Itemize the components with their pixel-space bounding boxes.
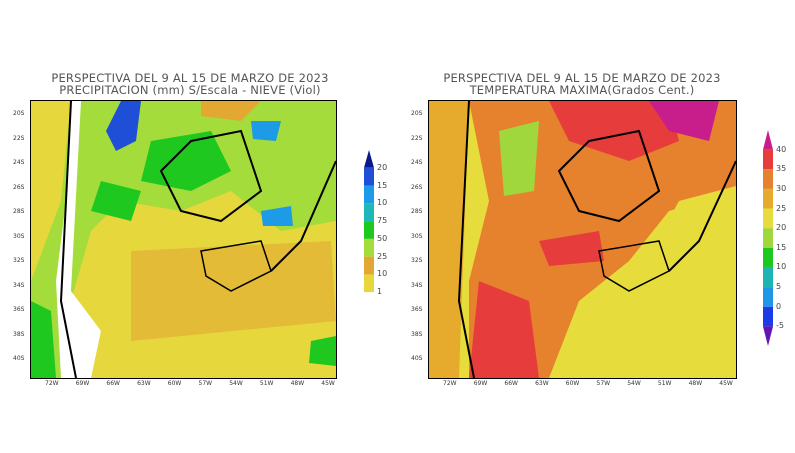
lon-label: 72W — [45, 380, 59, 387]
lat-label: 26S — [411, 183, 423, 191]
title-line2: PRECIPITACION (mm) S/Escala - NIEVE (Vio… — [59, 83, 321, 97]
lat-label: 34S — [411, 281, 423, 289]
colorbar-segment — [364, 292, 374, 310]
lat-label: 34S — [13, 281, 25, 289]
precip-map — [30, 100, 337, 379]
lat-label: 36S — [411, 306, 423, 313]
temperature-map — [428, 100, 737, 379]
colorbar-label: 10 — [377, 269, 388, 279]
lon-label: 57W — [596, 380, 611, 387]
colorbar-label: 20 — [776, 223, 787, 233]
colorbar-label: 20 — [377, 162, 388, 172]
lon-label: 60W — [565, 380, 580, 387]
lon-label: 60W — [167, 380, 182, 387]
colorbar-label: 10 — [377, 198, 388, 208]
lat-label: 22S — [411, 134, 423, 142]
lat-label: 40S — [13, 355, 25, 362]
lat-label: 24S — [13, 159, 25, 166]
lat-label: 36S — [13, 306, 25, 313]
title-line1: PERSPECTIVA DEL 9 AL 15 DE MARZO DE 2023 — [443, 71, 721, 85]
colorbar-segment — [364, 221, 374, 239]
lon-label: 45W — [719, 380, 733, 387]
lon-label: 63W — [535, 380, 549, 387]
colorbar-segment — [763, 326, 773, 346]
colorbar-label: 35 — [776, 164, 787, 174]
lat-label: 40S — [411, 355, 423, 362]
colorbar-segment — [763, 169, 773, 189]
colorbar-label: 10 — [776, 262, 787, 272]
colorbar-segment — [763, 208, 773, 229]
colorbar-segment — [364, 150, 374, 168]
lat-label: 28S — [411, 208, 423, 215]
colorbar-segment — [763, 247, 773, 268]
lon-label: 66W — [504, 380, 518, 387]
lon-label: 48W — [688, 380, 703, 387]
lat-label: 38S — [13, 330, 25, 338]
colorbar-segment — [763, 306, 773, 327]
colorbar-segment — [364, 167, 374, 186]
precip-colorbar — [364, 150, 374, 314]
lon-label: 72W — [443, 380, 457, 387]
lon-label: 54W — [229, 380, 243, 387]
colorbar-label: 0 — [776, 301, 782, 311]
lon-label: 66W — [106, 380, 120, 387]
lat-label: 24S — [411, 159, 423, 166]
lon-label: 69W — [75, 380, 90, 387]
lat-label: 20S — [411, 110, 423, 117]
colorbar-segment — [364, 185, 374, 204]
lat-label: 30S — [13, 232, 25, 240]
lat-label: 28S — [13, 208, 25, 215]
colorbar-label: -5 — [776, 321, 784, 331]
colorbar-label: 40 — [776, 144, 787, 154]
lon-label: 57W — [198, 380, 213, 387]
colorbar-label: 30 — [776, 183, 787, 193]
colorbar-segment — [364, 274, 374, 293]
lon-label: 69W — [473, 380, 488, 387]
lon-label: 45W — [321, 380, 335, 387]
colorbar-label: 50 — [377, 233, 388, 243]
lat-label: 26S — [13, 183, 25, 191]
colorbar-segment — [763, 228, 773, 248]
colorbar-label: 25 — [776, 203, 787, 213]
colorbar-segment — [763, 130, 773, 150]
title-line2: TEMPERATURA MAXIMA(Grados Cent.) — [469, 83, 695, 97]
colorbar-label: 1 — [377, 287, 383, 297]
lon-label: 63W — [137, 380, 151, 387]
temperature-colorbar — [763, 130, 773, 350]
colorbar-label: 15 — [377, 180, 388, 190]
colorbar-segment — [763, 287, 773, 307]
colorbar-label: 5 — [776, 282, 782, 292]
colorbar-segment — [364, 203, 374, 222]
precip-title: PERSPECTIVA DEL 9 AL 15 DE MARZO DE 2023… — [20, 72, 360, 96]
colorbar-segment — [364, 238, 374, 257]
colorbar-segment — [763, 149, 773, 170]
lat-label: 30S — [411, 232, 423, 240]
lon-label: 54W — [627, 380, 641, 387]
lat-label: 20S — [13, 110, 25, 117]
temp-title: PERSPECTIVA DEL 9 AL 15 DE MARZO DE 2023… — [412, 72, 752, 96]
title-line1: PERSPECTIVA DEL 9 AL 15 DE MARZO DE 2023 — [51, 71, 329, 85]
lon-label: 51W — [657, 380, 672, 387]
lat-label: 32S — [13, 257, 25, 264]
colorbar-segment — [763, 188, 773, 209]
lon-label: 51W — [259, 380, 274, 387]
colorbar-segment — [364, 256, 374, 275]
colorbar-label: 15 — [776, 242, 787, 252]
lon-label: 48W — [290, 380, 305, 387]
lat-label: 32S — [411, 257, 423, 264]
colorbar-label: 25 — [377, 251, 388, 261]
lat-label: 38S — [411, 330, 423, 338]
lat-label: 22S — [13, 134, 25, 142]
colorbar-segment — [763, 267, 773, 288]
colorbar-label: 75 — [377, 216, 388, 226]
